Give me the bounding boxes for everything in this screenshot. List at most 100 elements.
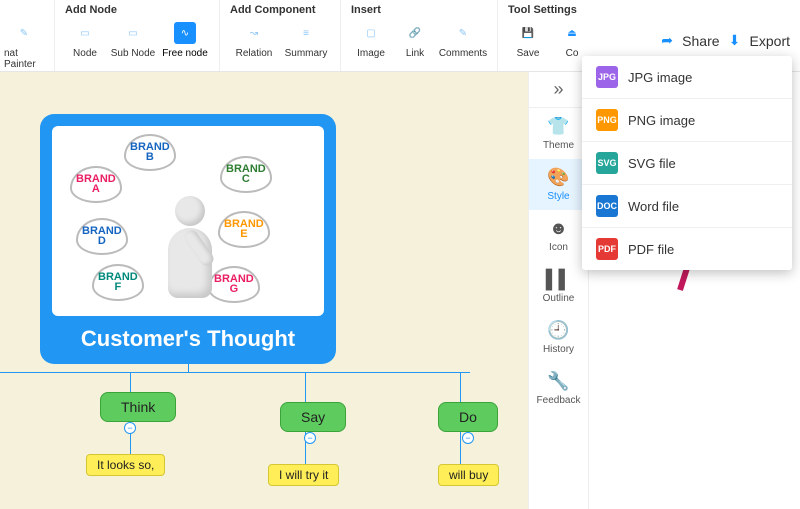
relation-icon: ↝	[243, 22, 265, 44]
eject-icon: ⏏	[561, 22, 583, 44]
toolbar-label: Sub Node	[111, 48, 155, 59]
toolbar-label: Save	[517, 48, 540, 59]
outline-icon: ▌▌	[546, 269, 572, 290]
thinking-person-icon	[162, 196, 217, 311]
tab-label: History	[543, 344, 574, 355]
subnode-button[interactable]: ▭ Sub Node	[109, 22, 157, 59]
export-button[interactable]: ⬇Export	[724, 30, 790, 52]
jpg-icon: JPG	[596, 66, 618, 88]
eject-button[interactable]: ⏏ Co	[552, 22, 592, 59]
connector	[130, 372, 131, 392]
child-node[interactable]: Do	[438, 402, 498, 432]
save-icon: 💾	[517, 22, 539, 44]
history-icon: 🕘	[547, 320, 569, 341]
save-button[interactable]: 💾 Save	[508, 22, 548, 59]
link-icon: 🔗	[404, 22, 426, 44]
export-option-pdf[interactable]: PDF PDF file	[582, 228, 792, 270]
collapse-handle[interactable]: −	[304, 432, 316, 444]
export-label: SVG file	[628, 156, 676, 171]
share-icon: ➦	[656, 30, 678, 52]
export-option-svg[interactable]: SVG SVG file	[582, 142, 792, 185]
png-icon: PNG	[596, 109, 618, 131]
toolbar-label: Export	[750, 33, 790, 49]
link-button[interactable]: 🔗 Link	[395, 22, 435, 59]
toolbar-label: nat Painter	[4, 48, 44, 70]
tab-label: Feedback	[537, 395, 581, 406]
node-button[interactable]: ▭ Node	[65, 22, 105, 59]
export-icon: ⬇	[724, 30, 746, 52]
feedback-icon: 🔧	[547, 371, 569, 392]
collapse-panel-button[interactable]: »	[529, 72, 588, 108]
root-title: Customer's Thought	[52, 326, 324, 352]
comment-icon: ✎	[452, 22, 474, 44]
toolbar-label: Node	[73, 48, 97, 59]
group-title: Add Node	[65, 4, 209, 16]
connector	[305, 372, 306, 402]
connector	[0, 372, 470, 373]
thought-bubble: BRANDB	[124, 134, 176, 171]
tab-label: Theme	[543, 140, 574, 151]
comments-button[interactable]: ✎ Comments	[439, 22, 487, 59]
connector	[460, 432, 461, 464]
right-tab-strip: » 👕 Theme 🎨 Style ☻ Icon ▌▌ Outline 🕘 History 🔧 Fee…	[528, 72, 588, 509]
export-label: PDF file	[628, 242, 674, 257]
root-image: BRANDABRANDBBRANDCBRANDDBRANDEBRANDFBRAN…	[52, 126, 324, 316]
toolbar-label: Link	[406, 48, 424, 59]
collapse-handle[interactable]: −	[462, 432, 474, 444]
brush-icon: ✎	[13, 22, 35, 44]
style-icon: 🎨	[547, 167, 569, 188]
leaf-node[interactable]: will buy	[438, 464, 499, 486]
tab-outline[interactable]: ▌▌ Outline	[529, 261, 588, 312]
freenode-button[interactable]: ∿Free node	[161, 22, 209, 59]
subnode-icon: ▭	[122, 22, 144, 44]
tab-feedback[interactable]: 🔧 Feedback	[529, 363, 588, 414]
toolbar-label: Comments	[439, 48, 487, 59]
tab-theme[interactable]: 👕 Theme	[529, 108, 588, 159]
tab-style[interactable]: 🎨 Style	[529, 159, 588, 210]
export-label: JPG image	[628, 70, 692, 85]
tab-icon[interactable]: ☻ Icon	[529, 210, 588, 261]
tab-label: Icon	[549, 242, 568, 253]
summary-icon: ≡	[295, 22, 317, 44]
tab-history[interactable]: 🕘 History	[529, 312, 588, 363]
toolbar-label: Relation	[236, 48, 273, 59]
tab-label: Style	[547, 191, 569, 202]
thought-bubble: BRANDF	[92, 264, 144, 301]
leaf-node[interactable]: It looks so,	[86, 454, 165, 476]
export-label: Word file	[628, 199, 679, 214]
child-node[interactable]: Think	[100, 392, 176, 422]
leaf-node[interactable]: I will try it	[268, 464, 339, 486]
toolbar-label: Co	[566, 48, 579, 59]
toolbar-label: Free node	[162, 48, 208, 59]
thought-bubble: BRANDA	[70, 166, 122, 203]
pdf-icon: PDF	[596, 238, 618, 260]
image-icon: ▢	[360, 22, 382, 44]
child-node[interactable]: Say	[280, 402, 346, 432]
icon-icon: ☻	[549, 218, 568, 239]
toolbar-label: Summary	[285, 48, 328, 59]
doc-icon: DOC	[596, 195, 618, 217]
relation-button[interactable]: ↝ Relation	[230, 22, 278, 59]
toolbar-label: Image	[357, 48, 385, 59]
thought-bubble: BRANDD	[76, 218, 128, 255]
export-option-jpg[interactable]: JPG JPG image	[582, 56, 792, 99]
thought-bubble: BRANDC	[220, 156, 272, 193]
export-label: PNG image	[628, 113, 695, 128]
root-node[interactable]: BRANDABRANDBBRANDCBRANDDBRANDEBRANDFBRAN…	[40, 114, 336, 364]
theme-icon: 👕	[547, 116, 569, 137]
connector	[460, 372, 461, 402]
node-icon: ▭	[74, 22, 96, 44]
image-button[interactable]: ▢ Image	[351, 22, 391, 59]
export-option-png[interactable]: PNG PNG image	[582, 99, 792, 142]
export-dropdown-menu: JPG JPG image PNG PNG image SVG SVG file DOC Wo…	[582, 56, 792, 270]
format-painter-button[interactable]: ✎ nat Painter	[4, 22, 44, 70]
summary-button[interactable]: ≡ Summary	[282, 22, 330, 59]
export-option-doc[interactable]: DOC Word file	[582, 185, 792, 228]
tab-label: Outline	[543, 293, 575, 304]
share-button[interactable]: ➦Share	[656, 30, 719, 52]
mindmap-canvas[interactable]: BRANDABRANDBBRANDCBRANDDBRANDEBRANDFBRAN…	[0, 72, 528, 509]
collapse-handle[interactable]: −	[124, 422, 136, 434]
toolbar-label: Share	[682, 33, 719, 49]
svg-icon: SVG	[596, 152, 618, 174]
thought-bubble: BRANDE	[218, 211, 270, 248]
